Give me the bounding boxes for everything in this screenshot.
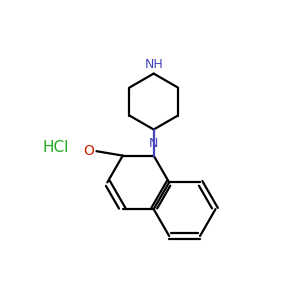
Text: HCl: HCl <box>43 140 69 154</box>
Text: N: N <box>149 137 158 150</box>
Text: NH: NH <box>144 58 163 71</box>
Text: O: O <box>83 144 94 158</box>
